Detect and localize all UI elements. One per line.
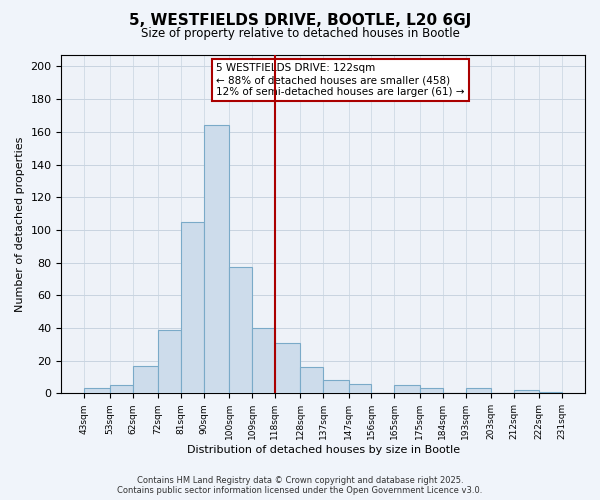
Bar — [420, 388, 443, 394]
Text: Contains HM Land Registry data © Crown copyright and database right 2025.
Contai: Contains HM Land Registry data © Crown c… — [118, 476, 482, 495]
Bar — [275, 342, 301, 394]
Bar — [252, 328, 275, 394]
Bar — [110, 385, 133, 394]
Bar — [466, 388, 491, 394]
Bar — [84, 388, 110, 394]
Bar — [323, 380, 349, 394]
Text: Size of property relative to detached houses in Bootle: Size of property relative to detached ho… — [140, 28, 460, 40]
Bar — [229, 268, 252, 394]
X-axis label: Distribution of detached houses by size in Bootle: Distribution of detached houses by size … — [187, 445, 460, 455]
Bar — [349, 384, 371, 394]
Text: 5 WESTFIELDS DRIVE: 122sqm
← 88% of detached houses are smaller (458)
12% of sem: 5 WESTFIELDS DRIVE: 122sqm ← 88% of deta… — [216, 64, 464, 96]
Bar — [514, 390, 539, 394]
Bar — [394, 385, 420, 394]
Y-axis label: Number of detached properties: Number of detached properties — [15, 136, 25, 312]
Bar — [301, 367, 323, 394]
Text: 5, WESTFIELDS DRIVE, BOOTLE, L20 6GJ: 5, WESTFIELDS DRIVE, BOOTLE, L20 6GJ — [129, 12, 471, 28]
Bar — [539, 392, 562, 394]
Bar — [204, 126, 229, 394]
Bar — [158, 330, 181, 394]
Bar — [181, 222, 204, 394]
Bar — [133, 366, 158, 394]
